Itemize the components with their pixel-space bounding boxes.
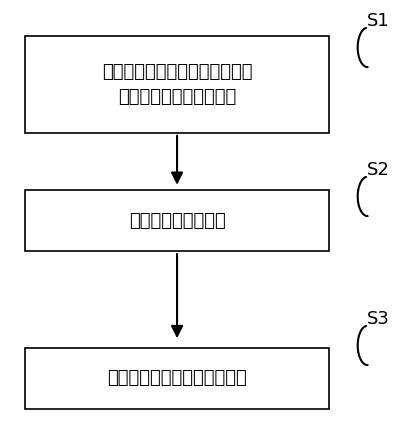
Bar bbox=[25, 37, 328, 133]
Text: 判断移动机器人申请到达的节点
是否位于潜在死锁区域内: 判断移动机器人申请到达的节点 是否位于潜在死锁区域内 bbox=[101, 63, 252, 106]
Text: 死锁遍历搜索初始化: 死锁遍历搜索初始化 bbox=[128, 212, 225, 229]
Bar bbox=[25, 348, 328, 409]
Text: 检验当前状态是否为死锁状态: 检验当前状态是否为死锁状态 bbox=[107, 369, 246, 387]
Bar bbox=[25, 190, 328, 251]
Text: S1: S1 bbox=[367, 12, 389, 30]
Text: S2: S2 bbox=[366, 161, 389, 179]
Text: S3: S3 bbox=[366, 310, 389, 328]
